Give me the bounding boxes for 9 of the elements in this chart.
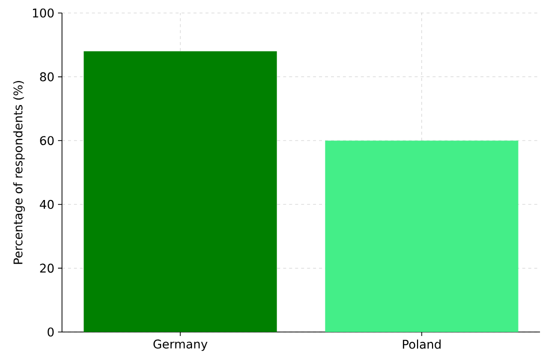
y-tick-label: 80 bbox=[40, 72, 54, 82]
y-tick-label: 100 bbox=[32, 8, 54, 18]
x-tick-label: Germany bbox=[153, 340, 208, 351]
y-tick-label: 0 bbox=[48, 327, 54, 337]
y-tick-label: 40 bbox=[40, 200, 54, 209]
x-tick-label: Poland bbox=[402, 340, 441, 349]
y-tick-label: 60 bbox=[40, 136, 54, 146]
y-axis-title: Percentage of respondents (%) bbox=[13, 81, 25, 264]
y-tick-label: 20 bbox=[40, 264, 54, 273]
